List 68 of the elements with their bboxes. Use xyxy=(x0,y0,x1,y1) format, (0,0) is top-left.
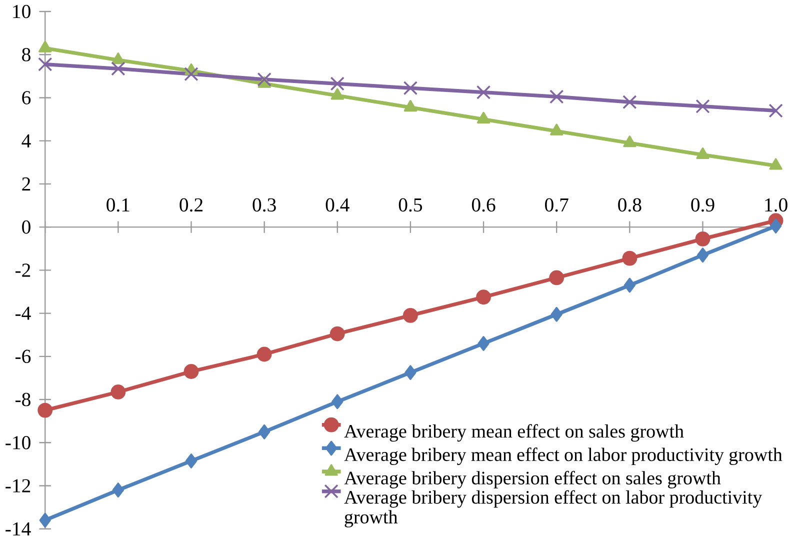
point xyxy=(110,384,126,400)
point xyxy=(768,103,783,118)
point xyxy=(330,76,344,91)
point xyxy=(550,306,562,322)
y-tick-label: -14 xyxy=(6,522,31,536)
y-tick-label: 6 xyxy=(22,91,31,104)
x-tick-label: 0.7 xyxy=(545,198,568,212)
legend-label: Average bribery dispersion effect on labor productivity growth xyxy=(344,490,762,528)
point xyxy=(696,248,709,262)
x-tick-label: 0.4 xyxy=(326,198,350,212)
x-tick-label: 0.2 xyxy=(180,198,202,212)
point xyxy=(256,346,272,362)
y-tick-label: -10 xyxy=(6,436,30,450)
point xyxy=(184,66,198,81)
y-tick-label: 4 xyxy=(22,134,31,148)
point xyxy=(403,80,418,96)
point xyxy=(38,402,53,418)
point xyxy=(257,72,272,86)
point xyxy=(624,278,636,293)
point xyxy=(332,394,344,410)
point xyxy=(330,88,344,100)
x-tick-label: 1.0 xyxy=(765,198,788,212)
point xyxy=(769,158,782,170)
point xyxy=(330,326,345,342)
point xyxy=(258,424,270,440)
legend-label: Average bribery dispersion effect on sales growth xyxy=(344,470,721,488)
y-tick-label: 10 xyxy=(13,4,30,18)
point xyxy=(112,52,125,64)
x-tick-label: 0.3 xyxy=(252,198,276,212)
point xyxy=(696,99,710,114)
point xyxy=(404,365,416,380)
point xyxy=(38,40,52,52)
x-tick-label: 0.5 xyxy=(398,198,422,212)
x-tick-label: 0.8 xyxy=(618,198,642,212)
y-tick-label: -8 xyxy=(15,392,30,406)
point xyxy=(622,94,637,110)
y-tick-label: -12 xyxy=(6,479,30,492)
legend-label: Average bribery mean effect on labor productivity growth xyxy=(344,447,782,465)
point xyxy=(549,270,564,286)
point xyxy=(550,124,564,136)
y-tick-label: 2 xyxy=(22,177,30,190)
point xyxy=(770,218,782,234)
y-tick-label: -6 xyxy=(15,350,31,363)
point xyxy=(403,308,418,323)
y-tick-label: 8 xyxy=(22,48,30,62)
point xyxy=(404,100,418,112)
point xyxy=(695,231,710,246)
x-tick-label: 0.9 xyxy=(691,198,714,212)
point xyxy=(112,482,124,498)
point xyxy=(111,61,126,76)
point xyxy=(184,364,199,379)
x-tick-label: 0.6 xyxy=(472,198,496,212)
point xyxy=(476,112,490,124)
point xyxy=(476,85,491,100)
legend-label: Average bribery mean effect on sales growth xyxy=(344,424,684,442)
point xyxy=(39,512,51,528)
y-tick-label: 0 xyxy=(22,220,30,234)
x-tick-label: 0.1 xyxy=(106,198,130,212)
point xyxy=(476,290,491,304)
point xyxy=(622,250,638,266)
y-tick-label: -2 xyxy=(15,264,30,277)
point xyxy=(478,336,490,351)
point xyxy=(623,135,636,148)
point xyxy=(696,147,710,159)
point xyxy=(38,57,52,72)
y-tick-label: -4 xyxy=(15,306,31,320)
point xyxy=(550,89,564,104)
point xyxy=(185,453,198,468)
